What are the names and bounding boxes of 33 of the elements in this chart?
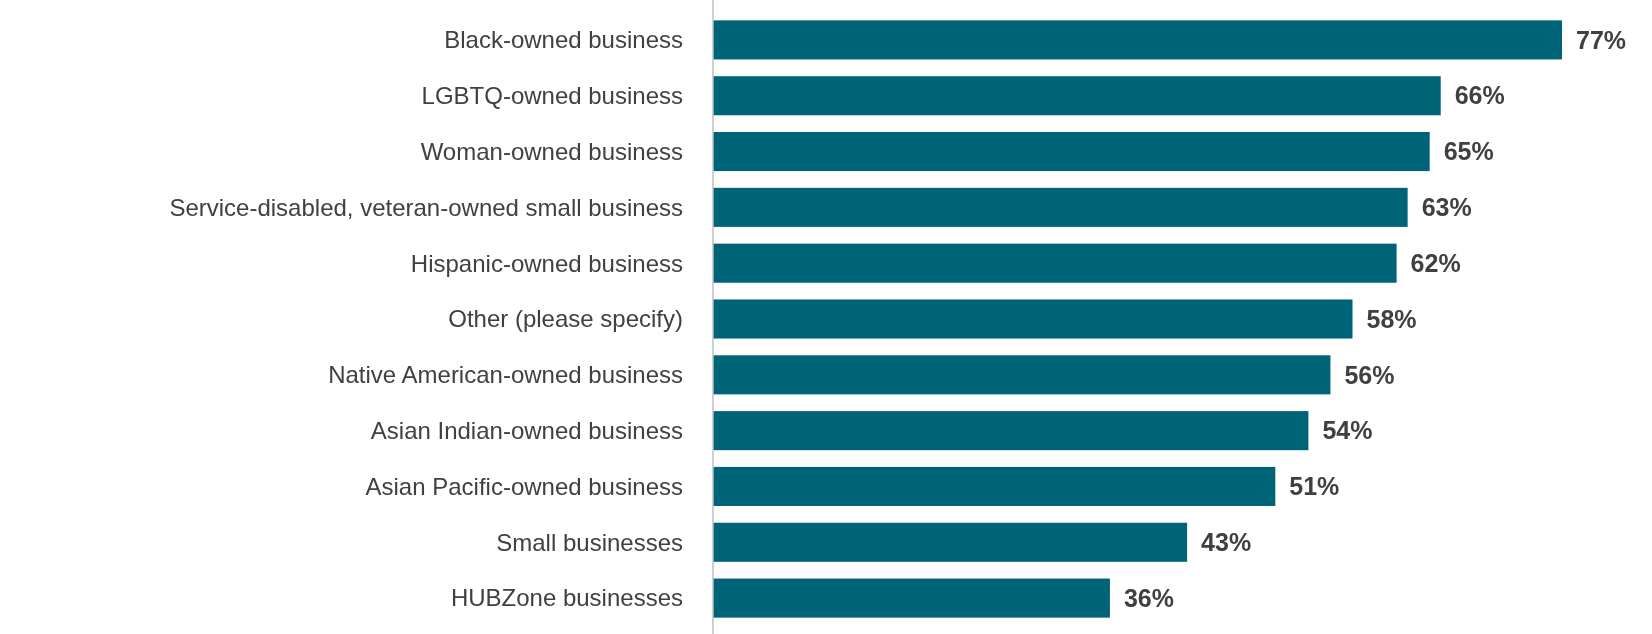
y-tick-label: Native American-owned business <box>328 361 683 389</box>
data-label: 36% <box>1123 583 1174 612</box>
bar <box>713 20 1562 60</box>
y-tick-label: LGBTQ-owned business <box>421 82 683 110</box>
data-label: 51% <box>1289 472 1340 501</box>
bar <box>713 243 1397 283</box>
y-tick-label: HUBZone businesses <box>450 584 683 612</box>
y-tick-label: Other (please specify) <box>448 305 683 333</box>
data-label: 43% <box>1201 528 1252 557</box>
bar <box>713 76 1441 116</box>
bar <box>713 411 1309 451</box>
data-label: 65% <box>1443 137 1494 166</box>
y-tick-label: Service-disabled, veteran-owned small business <box>169 193 683 221</box>
y-tick-label: Black-owned business <box>444 26 683 54</box>
y-tick-label: Hispanic-owned business <box>410 249 683 277</box>
bar <box>713 187 1408 227</box>
bar <box>713 299 1353 339</box>
bar <box>713 578 1110 618</box>
y-tick-label: Asian Indian-owned business <box>370 417 683 445</box>
data-label: 66% <box>1454 81 1505 110</box>
data-label: 58% <box>1366 304 1417 333</box>
data-label: 62% <box>1410 248 1461 277</box>
data-label: 63% <box>1421 193 1472 222</box>
bar <box>713 522 1188 562</box>
bar <box>713 355 1331 395</box>
bar <box>713 132 1430 172</box>
y-tick-label: Asian Pacific-owned business <box>365 472 683 500</box>
data-label: 77% <box>1576 25 1627 54</box>
bar <box>713 466 1276 506</box>
data-label: 54% <box>1322 416 1373 445</box>
y-tick-label: Small businesses <box>496 528 683 556</box>
y-tick-label: Woman-owned business <box>420 137 683 165</box>
data-label: 56% <box>1344 360 1395 389</box>
